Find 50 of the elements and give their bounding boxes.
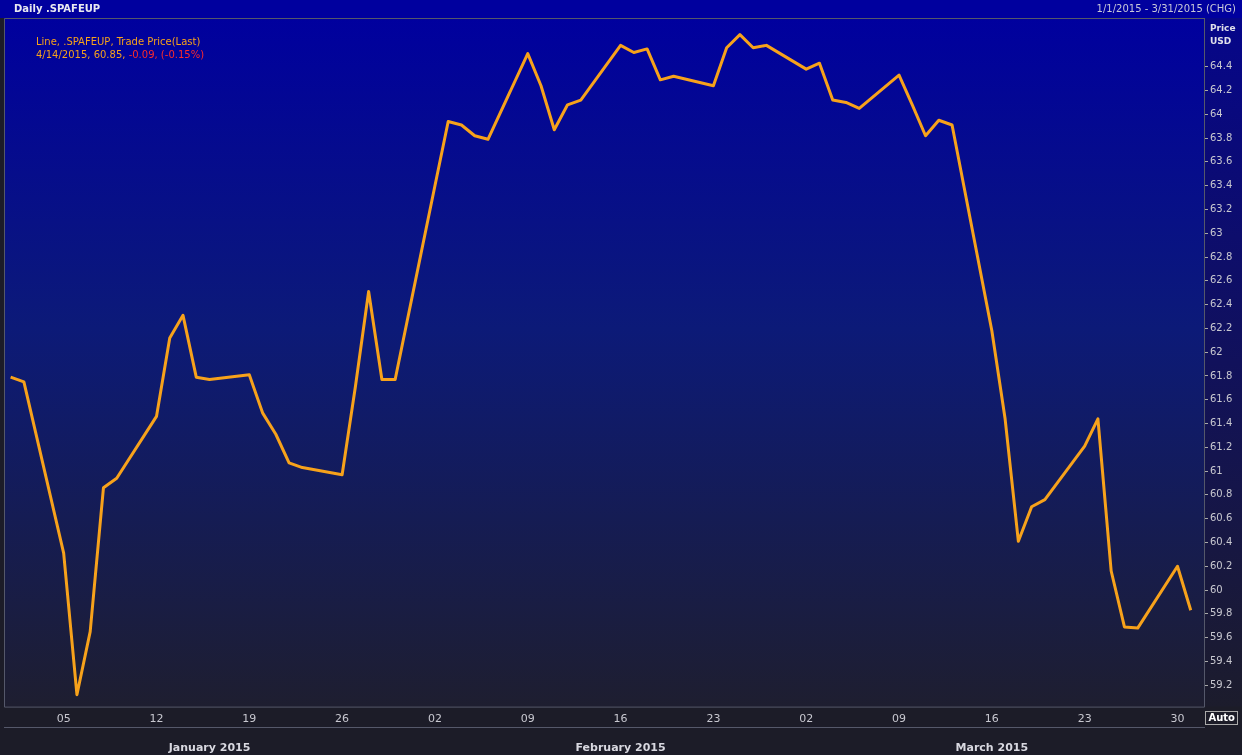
y-tick-label: 64 bbox=[1210, 107, 1223, 119]
y-tick-label: 64.2 bbox=[1210, 84, 1233, 96]
x-tick-label: 19 bbox=[242, 712, 257, 726]
x-tick-label: 23 bbox=[706, 712, 721, 726]
y-tick-label: 61 bbox=[1210, 464, 1223, 476]
y-tick-label: 60.8 bbox=[1210, 488, 1233, 500]
y-tick-label: 63.6 bbox=[1210, 155, 1233, 167]
y-tick-label: 59.8 bbox=[1210, 607, 1233, 619]
x-tick-label: 09 bbox=[520, 712, 535, 726]
y-tick-label: 62.2 bbox=[1210, 322, 1233, 333]
y-tick-label: 60.2 bbox=[1210, 559, 1233, 571]
y-tick-label: 60.4 bbox=[1210, 536, 1233, 548]
auto-button: Auto bbox=[1205, 711, 1238, 725]
x-tick-label: 05 bbox=[56, 712, 71, 726]
y-tick-label: 62.8 bbox=[1210, 250, 1233, 262]
y-tick-label: 59.6 bbox=[1210, 631, 1233, 643]
y-tick-label: 59.4 bbox=[1210, 655, 1233, 666]
y-axis-title: Price USD bbox=[1210, 23, 1236, 46]
x-tick-label: 23 bbox=[1077, 712, 1092, 726]
chart-title: Daily .SPAFEUP bbox=[14, 3, 101, 14]
x-tick-label: 12 bbox=[149, 712, 164, 726]
y-tick-label: 63.8 bbox=[1210, 131, 1233, 143]
x2-tick-label: March 2015 bbox=[955, 741, 1029, 755]
annotation: -0.09, (-0.15%) bbox=[128, 49, 205, 60]
y-tick-label: 62.4 bbox=[1210, 298, 1233, 310]
y-tick-label: 61.2 bbox=[1210, 440, 1233, 452]
y-tick-label: 63.4 bbox=[1210, 179, 1233, 191]
x-tick-label: 02 bbox=[799, 712, 814, 726]
y-tick-label: 60 bbox=[1210, 583, 1223, 595]
x-tick-label: 09 bbox=[892, 712, 907, 726]
y-tick-label: 61.8 bbox=[1210, 369, 1233, 381]
x-tick-label: 16 bbox=[984, 712, 999, 726]
x-tick-label: 30 bbox=[1170, 712, 1185, 726]
y-tick-label: 64.4 bbox=[1210, 60, 1233, 72]
x-tick-label: 16 bbox=[613, 712, 628, 726]
x-tick-label: 02 bbox=[427, 712, 442, 726]
y-tick-label: 61.6 bbox=[1210, 393, 1233, 405]
y-tick-label: 60.6 bbox=[1210, 512, 1233, 524]
x2-tick-label: February 2015 bbox=[575, 741, 666, 755]
x-tick-label: 26 bbox=[335, 712, 350, 726]
y-tick-label: 63 bbox=[1210, 226, 1223, 238]
chart-subtitle: 1/1/2015 - 3/31/2015 (CHG) bbox=[1096, 3, 1236, 14]
y-tick-label: 61.4 bbox=[1210, 417, 1233, 429]
y-tick-label: 59.2 bbox=[1210, 678, 1233, 690]
annotation: 4/14/2015, 60.85, bbox=[36, 49, 126, 60]
y-tick-label: 62 bbox=[1210, 345, 1223, 357]
y-tick-label: 62.6 bbox=[1210, 274, 1233, 286]
annotation: Line, .SPAFEUP, Trade Price(Last) bbox=[36, 36, 201, 47]
x2-tick-label: January 2015 bbox=[167, 741, 251, 755]
y-tick-label: 63.2 bbox=[1210, 203, 1233, 215]
